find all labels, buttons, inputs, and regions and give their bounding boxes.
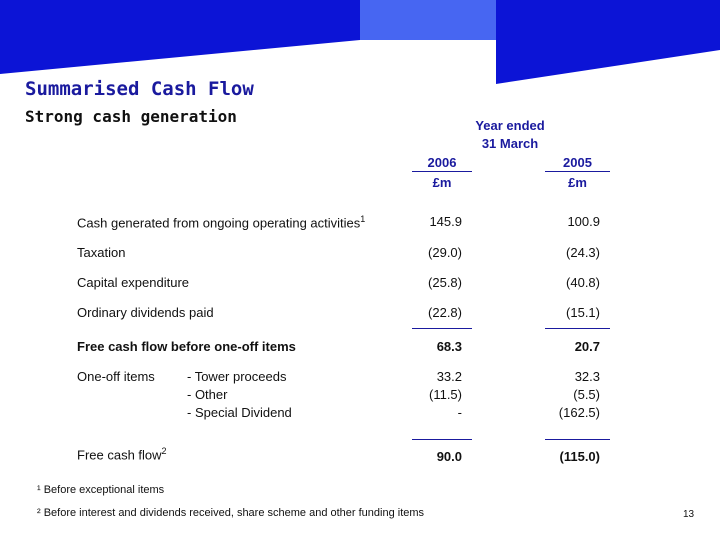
one-off-other-label: - Other bbox=[187, 387, 228, 402]
special-dividend-2006: - bbox=[457, 405, 462, 420]
capex-2006: (25.8) bbox=[428, 275, 462, 290]
total-rule-2005 bbox=[545, 439, 610, 440]
subtotal-rule-2005 bbox=[545, 328, 610, 329]
year-end-date: 31 March bbox=[481, 136, 539, 151]
row-label-fcf-before-one-off: Free cash flow before one-off items bbox=[77, 339, 296, 354]
banner-right-band bbox=[496, 0, 720, 84]
footnote-ref-2: 2 bbox=[161, 446, 167, 456]
unit-2006: £m bbox=[432, 175, 452, 190]
other-2006: (11.5) bbox=[429, 387, 462, 402]
page-number: 13 bbox=[683, 509, 695, 520]
capex-2005: (40.8) bbox=[566, 275, 600, 290]
page-title: Summarised Cash Flow bbox=[25, 78, 254, 100]
row-label-one-off-items: One-off items bbox=[77, 369, 155, 384]
tower-proceeds-2006: 33.2 bbox=[436, 369, 462, 384]
row-label-taxation: Taxation bbox=[77, 245, 126, 260]
cash-generated-2005: 100.9 bbox=[567, 214, 600, 229]
row-label-capex: Capital expenditure bbox=[77, 275, 190, 290]
column-2005-header: 2005 bbox=[563, 155, 592, 170]
one-off-special-dividend-label: - Special Dividend bbox=[187, 405, 292, 420]
footnote-2: ² Before interest and dividends received… bbox=[37, 507, 425, 519]
fcf-before-one-off-2006: 68.3 bbox=[436, 339, 462, 354]
year-ended-label: Year ended bbox=[475, 118, 545, 133]
unit-2005: £m bbox=[568, 175, 587, 190]
row-label-free-cash-flow: Free cash flow2 bbox=[77, 446, 167, 463]
fcf-before-one-off-2005: 20.7 bbox=[574, 339, 600, 354]
column-2006-header: 2006 bbox=[427, 155, 457, 170]
header-rule-2005 bbox=[545, 171, 610, 172]
taxation-2005: (24.3) bbox=[566, 245, 600, 260]
tower-proceeds-2005: 32.3 bbox=[574, 369, 600, 384]
footnote-1: ¹ Before exceptional items bbox=[37, 484, 165, 496]
footnote-ref-1: 1 bbox=[360, 214, 366, 224]
dividends-2005: (15.1) bbox=[566, 305, 600, 320]
subtotal-rule-2006 bbox=[412, 328, 472, 329]
header-banner bbox=[0, 0, 720, 84]
special-dividend-2005: (162.5) bbox=[558, 405, 600, 420]
row-label-dividends: Ordinary dividends paid bbox=[77, 305, 214, 320]
header-rule-2006 bbox=[412, 171, 472, 172]
cash-generated-2006: 145.9 bbox=[429, 214, 462, 229]
one-off-tower-proceeds-label: - Tower proceeds bbox=[187, 369, 287, 384]
free-cash-flow-2005: (115.0) bbox=[559, 449, 600, 464]
page-subtitle: Strong cash generation bbox=[25, 107, 237, 126]
banner-middle-band bbox=[360, 0, 496, 40]
other-2005: (5.5) bbox=[573, 387, 600, 402]
free-cash-flow-2006: 90.0 bbox=[436, 449, 462, 464]
row-label-cash-generated: Cash generated from ongoing operating ac… bbox=[77, 214, 366, 231]
banner-left-band bbox=[0, 0, 360, 74]
total-rule-2006 bbox=[412, 439, 472, 440]
taxation-2006: (29.0) bbox=[428, 245, 462, 260]
dividends-2006: (22.8) bbox=[428, 305, 462, 320]
